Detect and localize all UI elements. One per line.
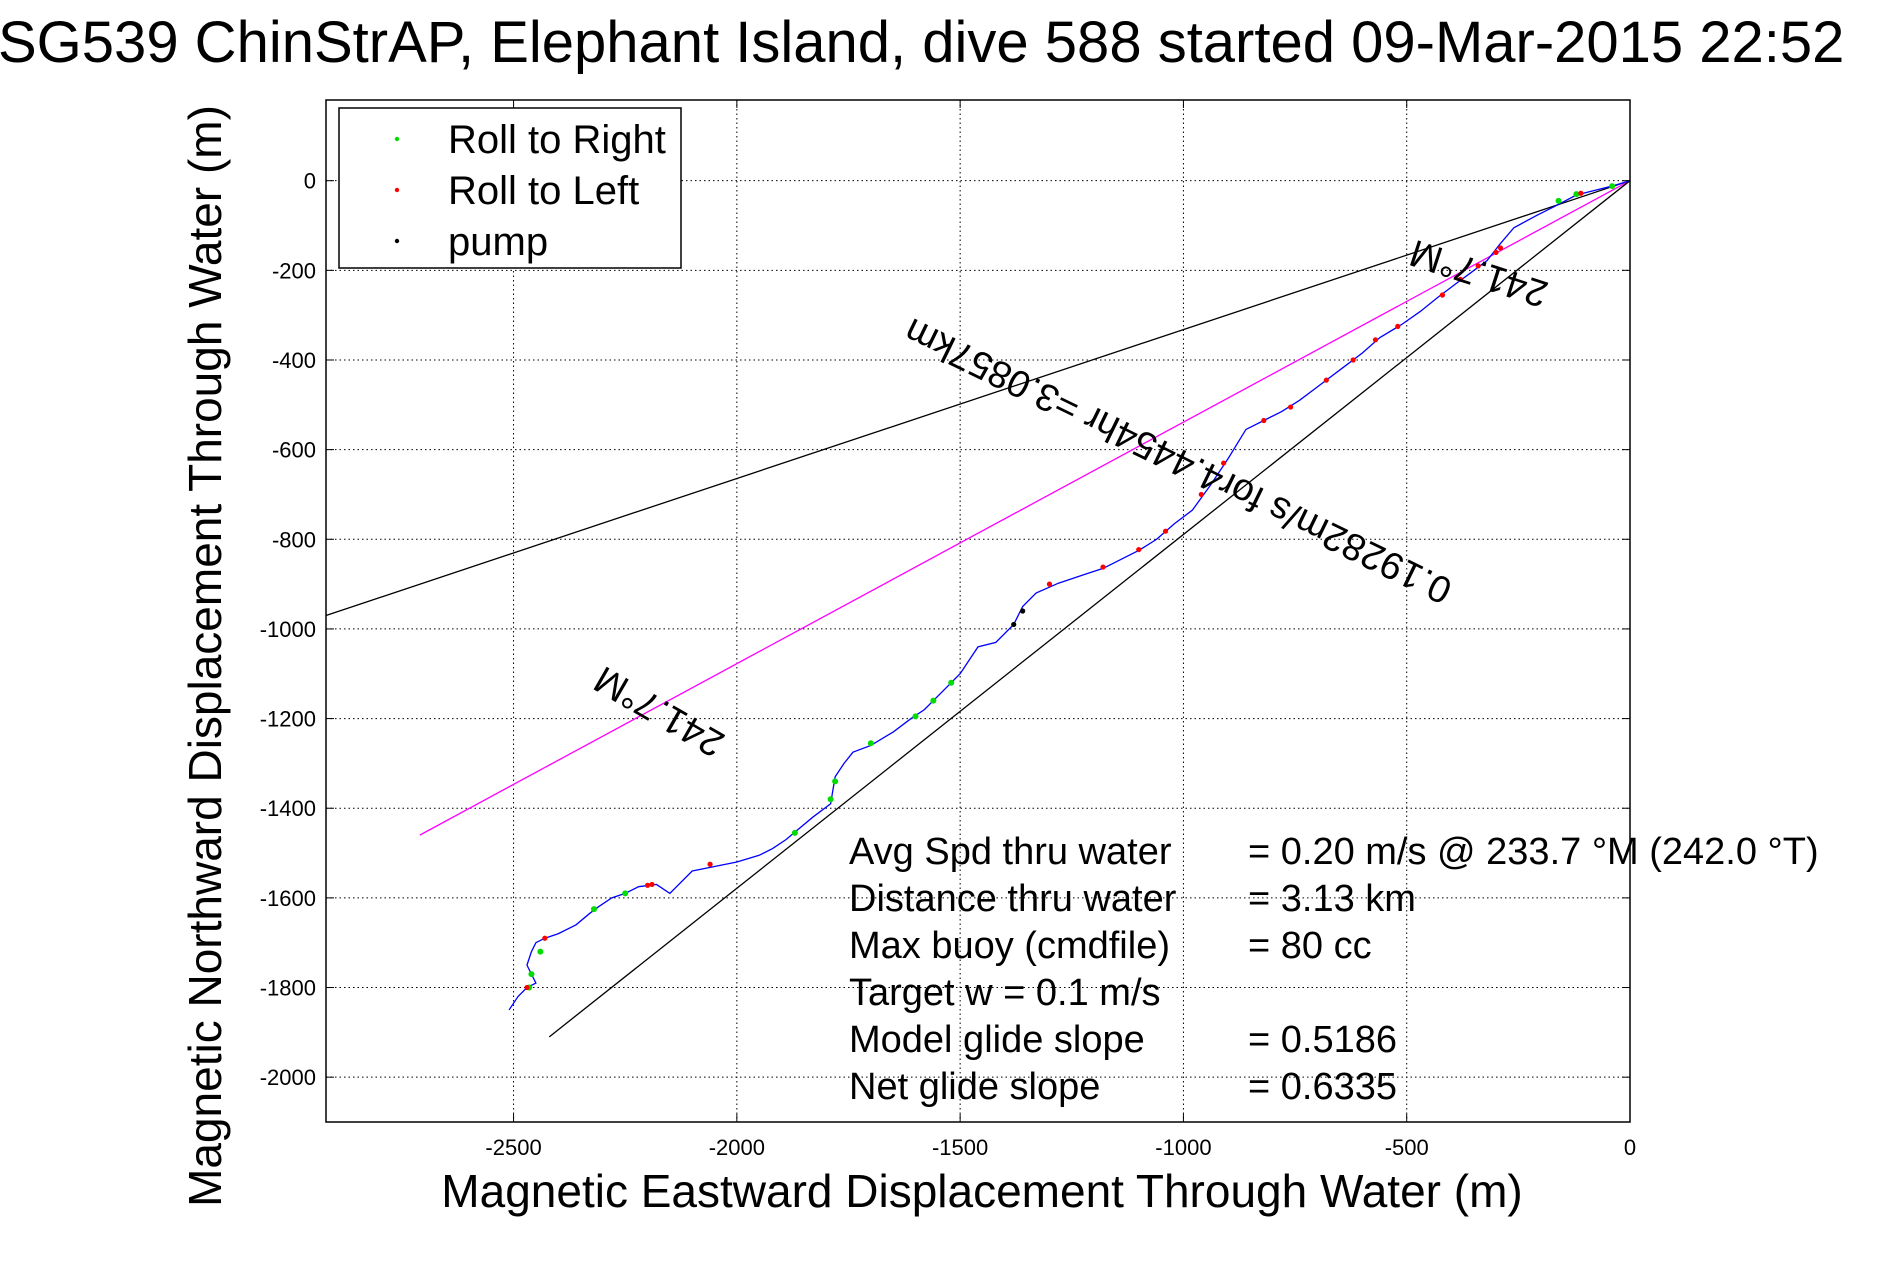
y-tick-label: -800 — [272, 527, 316, 552]
roll-right-point — [537, 948, 544, 955]
x-axis-label: Magnetic Eastward Displacement Through W… — [441, 1165, 1522, 1217]
x-tick-label: -2000 — [709, 1135, 765, 1160]
roll-left-point — [1578, 190, 1584, 196]
y-tick-label: -1000 — [260, 617, 316, 642]
roll-left-point — [1261, 417, 1267, 424]
stat-label: Target w = 0.1 m/s — [849, 972, 1161, 1014]
legend-label-roll-right: Roll to Right — [448, 118, 666, 162]
stat-label: Max buoy (cmdfile) — [849, 925, 1170, 967]
y-tick-label: -600 — [272, 438, 316, 463]
y-tick-label: 0 — [304, 169, 316, 194]
roll-right-point — [912, 713, 919, 720]
x-tick-label: -2500 — [485, 1135, 541, 1160]
roll-left-point — [1323, 377, 1329, 383]
stat-value: = 0.5186 — [1248, 1019, 1397, 1061]
roll-left-point — [542, 935, 548, 941]
roll-markers — [524, 183, 1616, 991]
stat-value: = 3.13 km — [1248, 878, 1416, 920]
roll-left-point — [1350, 357, 1356, 363]
heading-line-upper — [325, 180, 1631, 617]
roll-right-point — [1573, 191, 1580, 198]
annotation-0: 241.7°M — [1405, 231, 1553, 315]
roll-left-point — [1288, 404, 1294, 410]
x-tick-label: -500 — [1385, 1135, 1429, 1160]
y-tick-label: -1400 — [260, 796, 316, 821]
roll-left-point — [1395, 323, 1401, 329]
roll-left-point — [1221, 460, 1227, 466]
roll-right-point — [590, 906, 597, 913]
y-tick-label: -1800 — [260, 976, 316, 1001]
x-tick-label: -1000 — [1155, 1135, 1211, 1160]
roll-left-point — [524, 984, 530, 991]
roll-left-point — [1046, 581, 1053, 587]
legend-marker-roll-left — [394, 187, 400, 193]
roll-left-point — [644, 882, 651, 888]
x-tick-label: 0 — [1624, 1135, 1636, 1160]
pump-point — [1020, 608, 1026, 614]
roll-right-point — [827, 796, 834, 803]
heading-line-lower — [548, 180, 1631, 1038]
dive-statistics: Avg Spd thru water = 0.20 m/s @ 233.7 °M … — [849, 831, 1819, 1108]
stat-label: Avg Spd thru water — [849, 831, 1172, 873]
roll-left-point — [1457, 276, 1463, 282]
roll-right-point — [1555, 197, 1562, 204]
x-tick-label: -1500 — [932, 1135, 988, 1160]
chart-title: SG539 ChinStrAP, Elephant Island, dive 5… — [0, 10, 1844, 75]
glider-track — [508, 180, 1631, 1011]
plot-frame — [325, 99, 1631, 1123]
roll-left-point — [707, 861, 713, 867]
stat-label: Net glide slope — [849, 1066, 1100, 1108]
roll-left-point — [1198, 491, 1204, 498]
roll-right-point — [622, 890, 629, 897]
legend-marker-roll-right — [394, 136, 400, 142]
pump-point — [1011, 621, 1017, 628]
roll-left-point — [649, 881, 655, 888]
axis-ticks: -2500 -2000 -1500 -1000 -500 0 0 -200 -400 -600 -8… — [260, 100, 1636, 1160]
stat-label: Distance thru water — [849, 878, 1177, 920]
legend-label-roll-left: Roll to Left — [448, 169, 639, 213]
y-axis-label: Magnetic Northward Displacement Through … — [179, 105, 231, 1207]
roll-left-point — [1136, 546, 1142, 553]
y-tick-label: -200 — [272, 258, 316, 283]
roll-right-point — [791, 829, 798, 836]
roll-right-point — [832, 778, 839, 785]
roll-left-point — [1439, 292, 1446, 298]
legend: Roll to Right Roll to Left pump — [338, 107, 682, 269]
roll-right-point — [930, 697, 937, 704]
stat-value: = 0.20 m/s @ 233.7 °M (242.0 °T) — [1248, 831, 1819, 873]
roll-right-point — [867, 740, 874, 747]
y-tick-label: -2000 — [260, 1065, 316, 1090]
roll-left-point — [1493, 249, 1499, 256]
roll-left-point — [1162, 528, 1169, 534]
heading-line-mean — [419, 180, 1631, 836]
y-tick-label: -1200 — [260, 707, 316, 732]
stat-value: = 80 cc — [1248, 925, 1372, 967]
roll-left-point — [1100, 564, 1106, 570]
roll-right-point — [1609, 183, 1616, 190]
annotation-1: 0.19282m/s for4.4454hr =3.0857km — [898, 309, 1458, 611]
roll-left-point — [1497, 245, 1504, 251]
roll-right-point — [948, 679, 955, 686]
roll-left-point — [1475, 263, 1481, 269]
roll-left-point — [1372, 337, 1379, 343]
annotations: 241.7°M0.19282m/s for4.4454hr =3.0857km2… — [587, 231, 1552, 765]
legend-marker-pump — [394, 238, 400, 244]
stat-value: = 0.6335 — [1248, 1066, 1397, 1108]
stat-label: Model glide slope — [849, 1019, 1145, 1061]
annotation-2: 241.7°M — [587, 657, 731, 764]
y-tick-label: -1600 — [260, 886, 316, 911]
y-tick-label: -400 — [272, 348, 316, 373]
track-line — [508, 180, 1631, 1011]
roll-right-point — [528, 971, 535, 978]
legend-label-pump: pump — [448, 220, 548, 264]
heading-guide-lines — [325, 180, 1631, 1038]
